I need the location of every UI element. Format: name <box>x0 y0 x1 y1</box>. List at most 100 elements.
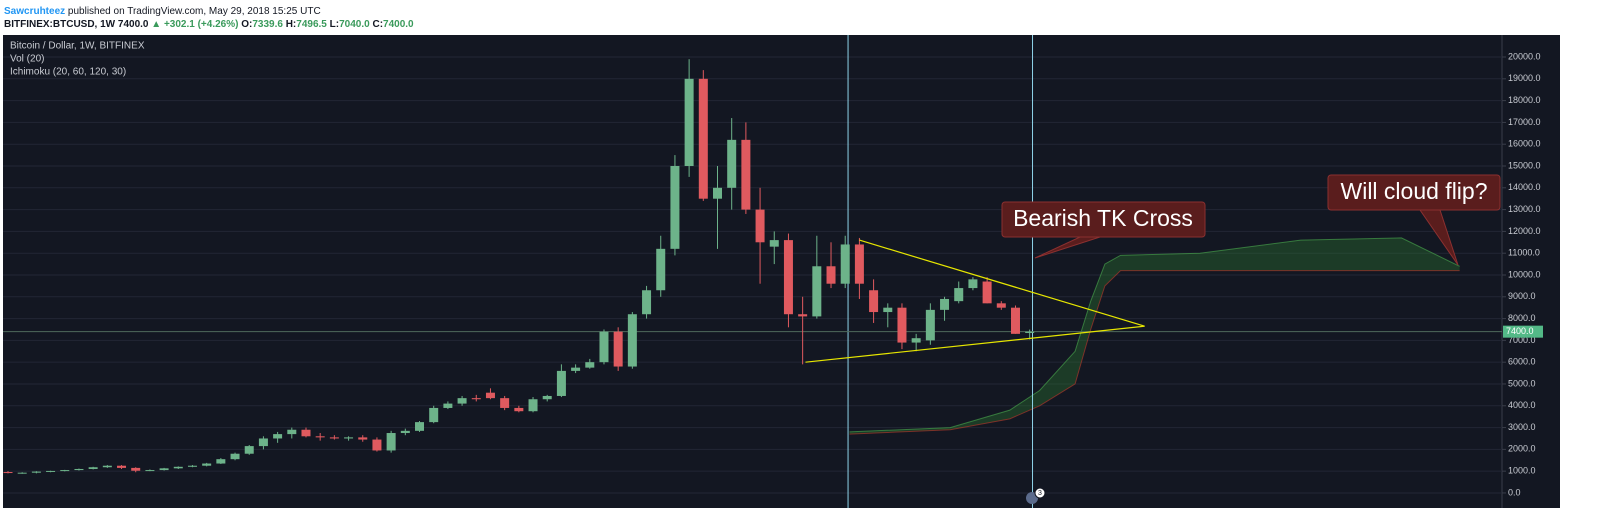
y-tick-label: 17000.0 <box>1508 117 1541 127</box>
candle-body <box>17 472 27 474</box>
candle-body <box>46 470 56 472</box>
callout-text: Bearish TK Cross <box>1013 205 1193 231</box>
candle-body <box>358 437 368 440</box>
y-tick-label: 2000.0 <box>1508 444 1536 454</box>
y-tick-label: 7000.0 <box>1508 335 1536 345</box>
indicator: Ichimoku (20, 60, 120, 30) <box>10 67 126 78</box>
candle-body <box>386 433 396 451</box>
quote-part: ▲ +302.1 (+4.26%) <box>151 19 241 30</box>
candle-body <box>713 187 722 199</box>
candle-body <box>542 395 552 400</box>
y-tick-label: 18000.0 <box>1508 95 1541 105</box>
trendline <box>805 325 1145 363</box>
candle-body <box>173 466 183 469</box>
candle-body <box>1010 307 1020 334</box>
candle-body <box>329 437 339 439</box>
chart-title: Bitcoin / Dollar, 1W, BITFINEX <box>10 41 145 52</box>
quote-part: L: <box>330 19 339 30</box>
ichimoku-cloud <box>849 237 1460 435</box>
quote-line: BITFINEX:BTCUSD, 1W 7400.0 ▲ +302.1 (+4.… <box>4 19 414 30</box>
candle-body <box>216 459 226 464</box>
y-tick-label: 16000.0 <box>1508 139 1541 149</box>
y-tick-label: 8000.0 <box>1508 313 1536 323</box>
event-badge[interactable]: 3 <box>1026 487 1046 504</box>
candle-body <box>244 446 254 454</box>
candle-body <box>471 398 481 400</box>
candle-body <box>911 338 921 343</box>
y-tick-label: 0.0 <box>1508 487 1521 497</box>
candle-body <box>344 437 354 439</box>
candle-body <box>202 463 212 466</box>
candle-body <box>315 436 325 438</box>
candle-body <box>485 392 495 399</box>
candle-body <box>372 439 382 451</box>
candle-body <box>301 429 311 437</box>
y-tick-label: 15000.0 <box>1508 160 1541 170</box>
candle-body <box>840 244 850 284</box>
candle-body <box>684 78 694 167</box>
candle-body <box>869 290 879 313</box>
candle-body <box>599 331 609 363</box>
quote-part: 7400.0 <box>383 19 414 30</box>
candle-body <box>145 470 155 472</box>
price-tag-label: 7400.0 <box>1506 326 1534 336</box>
candle-body <box>131 467 141 471</box>
quote-part: H: <box>286 19 297 30</box>
trendline <box>859 239 1145 327</box>
quote-part: O: <box>241 19 252 30</box>
candle-body <box>642 290 652 315</box>
y-tick-label: 10000.0 <box>1508 269 1541 279</box>
y-tick-label: 6000.0 <box>1508 357 1536 367</box>
event-count: 3 <box>1038 490 1042 497</box>
cloud-span-b <box>849 270 1460 435</box>
price-tag <box>1503 325 1543 338</box>
candle-body <box>400 430 410 434</box>
candle-body <box>88 467 98 469</box>
callout: Bearish TK Cross <box>1001 201 1206 259</box>
candle-body <box>102 465 112 468</box>
candle-body <box>798 314 808 317</box>
candle-body <box>443 403 453 408</box>
candle-body <box>514 407 524 412</box>
candle-body <box>571 367 581 371</box>
candle-body <box>755 209 765 243</box>
candle-body <box>117 465 127 468</box>
candle-body <box>457 398 467 404</box>
candle-body <box>656 248 666 291</box>
y-tick-label: 5000.0 <box>1508 378 1536 388</box>
candle-body <box>968 279 978 289</box>
candle-body <box>897 307 907 343</box>
candle-body <box>273 434 283 439</box>
callout-box <box>1327 174 1501 211</box>
candle-body <box>982 281 992 304</box>
candle-body <box>31 471 41 473</box>
candle-body <box>159 468 169 471</box>
cloud-span-a <box>849 237 1460 433</box>
quote-part: BITFINEX:BTCUSD, 1W <box>4 19 118 30</box>
y-tick-label: 13000.0 <box>1508 204 1541 214</box>
y-tick-label: 19000.0 <box>1508 73 1541 83</box>
candle-body <box>556 370 566 396</box>
candle-body <box>287 429 297 435</box>
candle-body <box>230 453 240 460</box>
candle-body <box>60 470 70 472</box>
candle-body <box>883 307 893 313</box>
published: published on TradingView.com, May 29, 20… <box>65 6 321 17</box>
quote-part: 7339.6 <box>252 19 285 30</box>
y-tick-label: 9000.0 <box>1508 291 1536 301</box>
candle-body <box>826 266 836 284</box>
callout-box <box>1001 201 1206 238</box>
candle-body <box>940 298 950 310</box>
candle-body <box>613 331 623 367</box>
quote-part: 7400.0 <box>118 19 151 30</box>
candle-body <box>812 266 822 317</box>
callout: Will cloud flip? <box>1327 174 1501 266</box>
quote-part: 7040.0 <box>339 19 372 30</box>
candle-body <box>727 139 737 188</box>
candle-body <box>74 468 84 471</box>
candle-body <box>258 438 268 447</box>
candle-body <box>769 240 779 247</box>
author[interactable]: Sawcruhteez <box>4 6 65 17</box>
